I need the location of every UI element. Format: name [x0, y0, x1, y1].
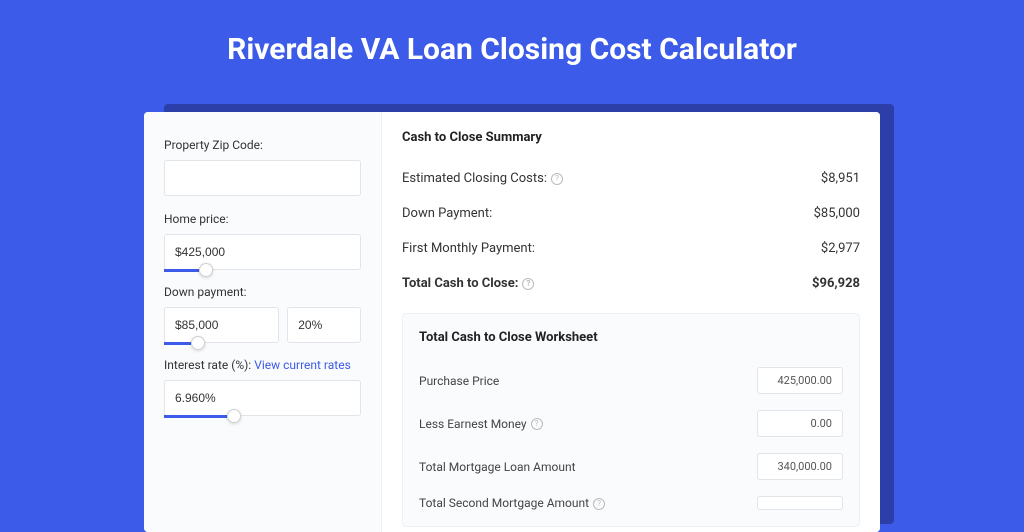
worksheet-row-value: 425,000.00 [757, 367, 843, 394]
calculator-card: Property Zip Code: Home price: Down paym… [144, 112, 880, 532]
interest-rate-input[interactable] [164, 380, 361, 416]
down-payment-group: Down payment: [164, 285, 361, 342]
worksheet-row-label: Total Mortgage Loan Amount [419, 460, 576, 474]
view-rates-link[interactable]: View current rates [254, 358, 351, 372]
interest-rate-group: Interest rate (%): View current rates [164, 358, 361, 415]
summary-row-label: Estimated Closing Costs:? [402, 171, 563, 186]
summary-row-label: Total Cash to Close:? [402, 276, 534, 291]
home-price-input[interactable] [164, 234, 361, 270]
worksheet-row: Total Second Mortgage Amount? [419, 488, 843, 518]
home-price-label: Home price: [164, 212, 361, 226]
worksheet-row-label: Purchase Price [419, 374, 499, 388]
worksheet-row-value: 340,000.00 [757, 453, 843, 480]
worksheet-title: Total Cash to Close Worksheet [419, 330, 843, 345]
zip-label: Property Zip Code: [164, 138, 361, 152]
summary-row: Estimated Closing Costs:? $8,951 [402, 161, 860, 196]
worksheet-row: Total Mortgage Loan Amount 340,000.00 [419, 445, 843, 488]
summary-panel: Cash to Close Summary Estimated Closing … [382, 112, 880, 532]
home-price-group: Home price: [164, 212, 361, 269]
down-payment-percent-input[interactable] [287, 307, 361, 343]
summary-row: Total Cash to Close:? $96,928 [402, 266, 860, 301]
summary-row-value: $85,000 [814, 206, 860, 221]
worksheet-row-label: Less Earnest Money? [419, 417, 543, 431]
down-payment-label: Down payment: [164, 285, 361, 299]
summary-row-label: Down Payment: [402, 206, 492, 221]
help-icon[interactable]: ? [522, 278, 534, 290]
zip-group: Property Zip Code: [164, 138, 361, 196]
interest-rate-label-text: Interest rate (%): [164, 358, 251, 372]
worksheet-row-label: Total Second Mortgage Amount? [419, 496, 605, 510]
worksheet-row-value [757, 496, 843, 510]
summary-title: Cash to Close Summary [402, 130, 860, 145]
worksheet-card: Total Cash to Close Worksheet Purchase P… [402, 313, 860, 527]
summary-row: First Monthly Payment: $2,977 [402, 231, 860, 266]
page-title: Riverdale VA Loan Closing Cost Calculato… [0, 0, 1024, 91]
summary-row-value: $96,928 [812, 276, 860, 291]
worksheet-row: Less Earnest Money? 0.00 [419, 402, 843, 445]
zip-input[interactable] [164, 160, 361, 196]
help-icon[interactable]: ? [531, 418, 543, 430]
summary-row-label: First Monthly Payment: [402, 241, 535, 256]
down-payment-input[interactable] [164, 307, 279, 343]
input-panel: Property Zip Code: Home price: Down paym… [144, 112, 382, 532]
summary-row: Down Payment: $85,000 [402, 196, 860, 231]
help-icon[interactable]: ? [551, 173, 563, 185]
help-icon[interactable]: ? [593, 498, 605, 510]
worksheet-row-value: 0.00 [757, 410, 843, 437]
summary-row-value: $8,951 [821, 171, 860, 186]
summary-row-value: $2,977 [821, 241, 860, 256]
interest-rate-label: Interest rate (%): View current rates [164, 358, 361, 372]
worksheet-row: Purchase Price 425,000.00 [419, 359, 843, 402]
